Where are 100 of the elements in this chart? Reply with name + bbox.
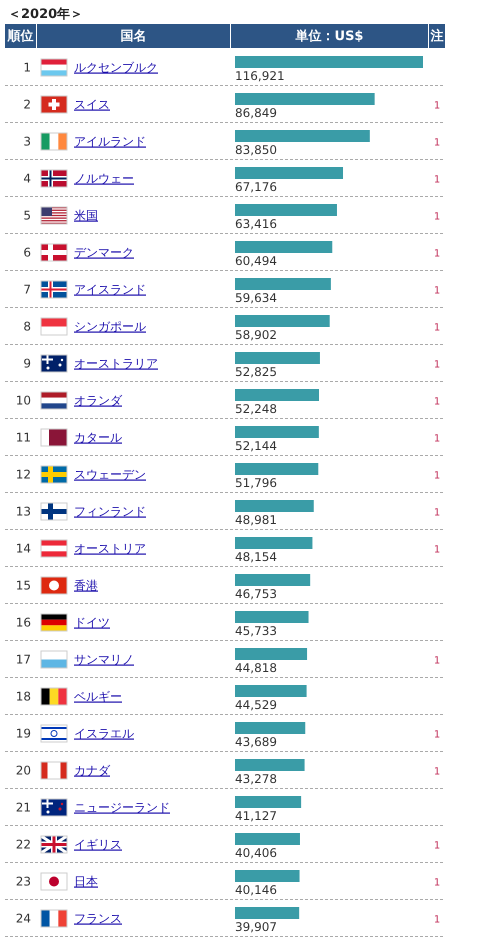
y-tick-label: アイルランド xyxy=(74,134,146,148)
text: 1 xyxy=(434,434,440,444)
y-tick-label: オーストリア xyxy=(74,542,146,556)
text: 1 xyxy=(434,470,440,482)
data-label: 67,176 xyxy=(235,180,277,194)
bar xyxy=(235,722,306,734)
text: ＜2020年＞ xyxy=(8,6,84,23)
y-tick-label: デンマーク xyxy=(74,246,134,260)
y-tick-label: カナダ xyxy=(74,764,111,778)
data-label: 83,850 xyxy=(235,143,277,157)
bar xyxy=(235,389,320,401)
text: 1 xyxy=(434,138,440,148)
data-label: 60,494 xyxy=(235,254,277,268)
text: 13 xyxy=(16,504,31,518)
text: 8 xyxy=(23,320,31,334)
x-axis-title: 単位：US$ xyxy=(231,24,428,48)
y-tick-label: カタール xyxy=(74,430,122,444)
y-tick-label: イギリス xyxy=(74,838,122,852)
bar xyxy=(235,648,308,660)
y-tick-label: ドイツ xyxy=(74,616,110,630)
data-label: 116,921 xyxy=(235,69,285,83)
text: 23 xyxy=(16,874,31,888)
bar xyxy=(235,241,332,253)
text: 3 xyxy=(23,134,31,148)
text: 11 xyxy=(16,430,31,444)
text: 9 xyxy=(23,356,31,370)
data-label: 41,127 xyxy=(235,809,277,823)
text: 1 xyxy=(434,174,440,186)
bar xyxy=(235,574,310,586)
data-label: 45,733 xyxy=(235,624,277,638)
data-label: 58,902 xyxy=(235,328,277,342)
y-tick-label: スイス xyxy=(74,98,110,112)
data-label: 46,753 xyxy=(235,587,277,601)
data-label: 39,907 xyxy=(235,920,277,934)
data-label: 44,818 xyxy=(235,661,277,675)
y-tick-label: ベルギー xyxy=(74,690,122,704)
bar xyxy=(235,130,370,142)
text: 1 xyxy=(434,100,440,112)
data-label: 86,849 xyxy=(235,106,277,120)
data-label: 43,689 xyxy=(235,735,277,749)
y-tick-label: フランス xyxy=(74,912,122,926)
y-tick-label: スウェーデン xyxy=(74,468,146,482)
text: 1 xyxy=(434,544,440,556)
data-label: 48,981 xyxy=(235,513,277,527)
data-label: 63,416 xyxy=(235,217,277,231)
text: 14 xyxy=(16,542,31,556)
bar xyxy=(235,907,300,919)
text: 1 xyxy=(434,730,440,740)
bar xyxy=(235,315,330,327)
y-tick-label: サンマリノ xyxy=(74,652,134,666)
text: 22 xyxy=(16,838,31,852)
text: 17 xyxy=(16,652,31,666)
bar xyxy=(235,611,309,623)
text: 1 xyxy=(434,656,440,666)
bar xyxy=(235,93,375,105)
bar xyxy=(235,463,318,475)
bar xyxy=(235,537,312,549)
y-tick-label: アイスランド xyxy=(74,282,146,296)
bar xyxy=(235,833,300,845)
text: 1 xyxy=(23,60,31,74)
y-tick-label: 日本 xyxy=(74,874,98,888)
bar xyxy=(235,56,423,68)
data-label: 52,144 xyxy=(235,439,277,453)
text: 1 xyxy=(434,914,440,926)
text: 1 xyxy=(434,248,440,260)
text: 1 xyxy=(434,840,440,852)
data-label: 52,248 xyxy=(235,402,277,416)
bar xyxy=(235,167,344,179)
y-axis-title: 国名 xyxy=(37,24,230,48)
text: 順位 xyxy=(5,24,36,48)
text: 20 xyxy=(16,764,31,778)
bar xyxy=(235,204,337,216)
text: 24 xyxy=(16,912,31,926)
text: 5 xyxy=(23,208,31,222)
data-label: 51,796 xyxy=(235,476,277,490)
y-tick-label: オランダ xyxy=(74,394,123,408)
text: 18 xyxy=(16,690,31,704)
text: 1 xyxy=(434,508,440,518)
y-tick-label: ニュージーランド xyxy=(74,800,170,814)
text: 1 xyxy=(434,286,440,296)
y-tick-label: ノルウェー xyxy=(74,172,134,186)
text: 1 xyxy=(434,878,440,888)
text: 10 xyxy=(16,394,31,408)
text: 7 xyxy=(23,282,31,296)
y-tick-label: シンガポール xyxy=(74,320,146,334)
text: 2 xyxy=(23,98,31,112)
text: 4 xyxy=(23,172,31,186)
text: 1 xyxy=(434,396,440,408)
bar xyxy=(235,278,331,290)
text: 21 xyxy=(16,800,31,814)
data-label: 59,634 xyxy=(235,291,277,305)
data-label: 40,146 xyxy=(235,883,277,897)
y-tick-label: イスラエル xyxy=(74,726,134,740)
text: 16 xyxy=(16,616,31,630)
y-tick-label: 米国 xyxy=(74,208,98,222)
data-label: 43,278 xyxy=(235,772,277,786)
text: 1 xyxy=(434,766,440,778)
text: 1 xyxy=(434,212,440,222)
data-label: 40,406 xyxy=(235,846,277,860)
text: 1 xyxy=(434,360,440,370)
